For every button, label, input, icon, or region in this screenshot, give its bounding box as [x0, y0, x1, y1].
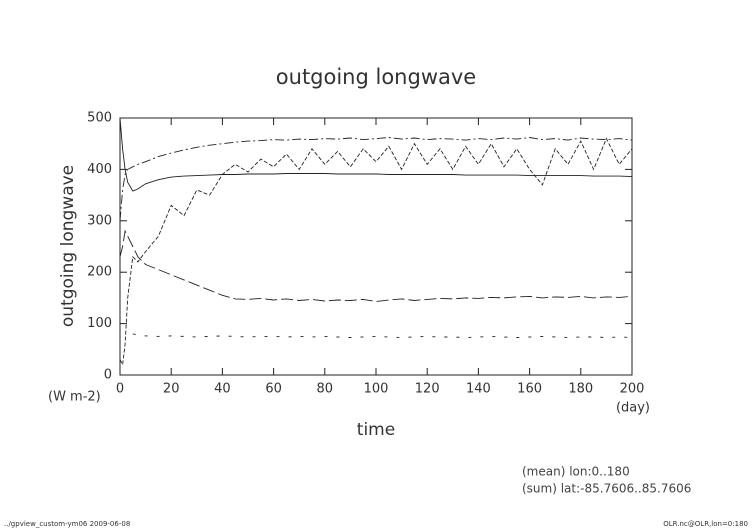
x-tick-label: 100: [364, 382, 389, 397]
line: [119, 229, 633, 302]
note: (sum) lat:-85.7606..85.7606: [522, 482, 691, 496]
line: [119, 137, 633, 367]
y-tick-label: 100: [87, 316, 112, 331]
x-tick-label: 20: [163, 382, 180, 397]
x-tick-label: 40: [214, 382, 231, 397]
x-tick-label: 200: [620, 382, 645, 397]
x-tick-label: 180: [568, 382, 593, 397]
y-tick-label: 200: [87, 265, 112, 280]
y-tick-label: 0: [104, 368, 112, 383]
footer: OLR.nc@OLR,lon=0:180: [663, 520, 748, 528]
x-tick-label: 140: [466, 382, 491, 397]
x-tick-label: 60: [265, 382, 282, 397]
x-tick-label: 160: [517, 382, 542, 397]
line: [119, 117, 633, 192]
y-unit: (W m-2): [48, 390, 101, 405]
plot-frame: [119, 117, 633, 376]
footer: ../gpview_custom-ym06 2009-06-08: [4, 520, 130, 528]
x-axis-label: time: [357, 420, 395, 440]
y-tick-label: 500: [87, 111, 112, 126]
x-tick-label: 80: [317, 382, 334, 397]
line: [132, 333, 633, 338]
chart-title: outgoing longwave: [276, 65, 476, 89]
note: (mean) lon:0..180: [522, 465, 630, 479]
y-tick-label: 400: [87, 162, 112, 177]
y-tick-label: 300: [87, 213, 112, 228]
line: [119, 137, 633, 221]
y-axis-label: outgoing longwave: [58, 165, 78, 327]
x-tick-label: 120: [415, 382, 440, 397]
x-tick-label: 0: [116, 382, 124, 397]
x-unit: (day): [616, 401, 650, 416]
